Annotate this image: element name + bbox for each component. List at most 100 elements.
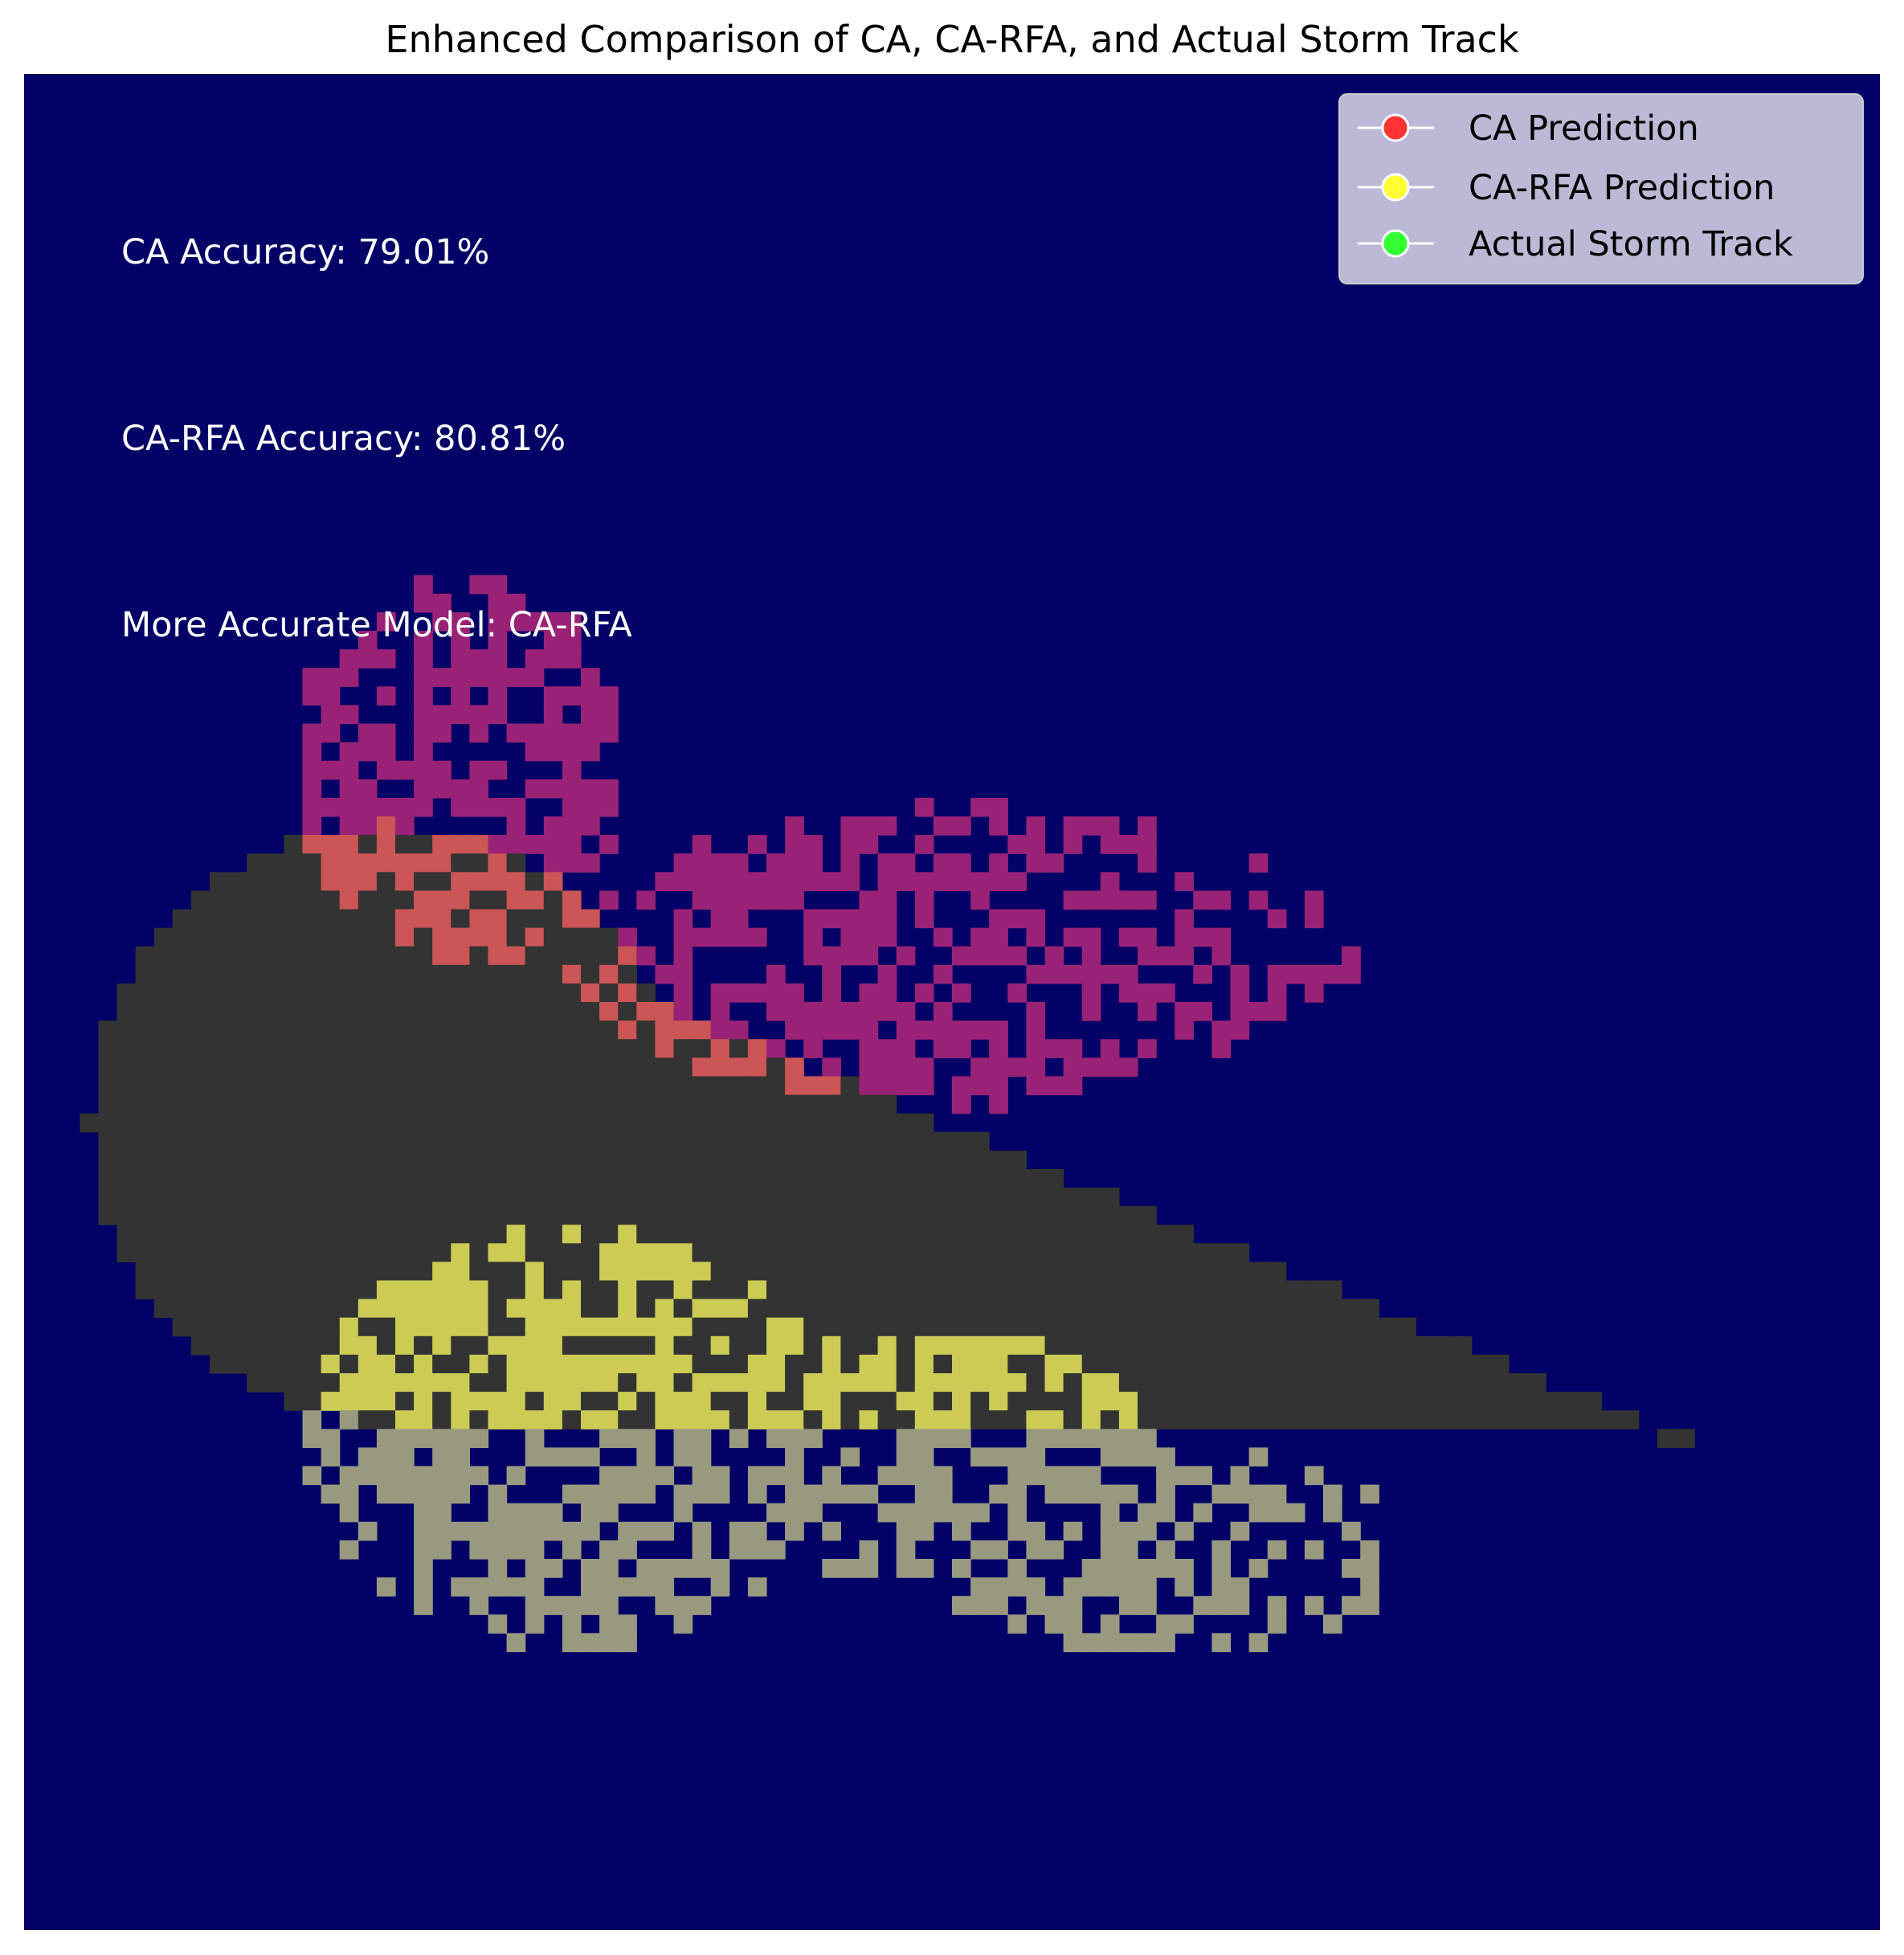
cell-ca-rfa	[395, 1335, 415, 1356]
cell-ca	[1100, 872, 1120, 891]
cell-ca	[414, 631, 433, 650]
cell-ca-rfa	[673, 1243, 693, 1262]
cell-actual	[1546, 1392, 1565, 1411]
cell-ca-rfa	[451, 1410, 470, 1429]
cell-actual	[210, 1225, 229, 1244]
cell-actual	[840, 1188, 860, 1207]
cell-ca	[376, 797, 396, 817]
cell-ca	[339, 853, 359, 873]
cell-actual	[210, 946, 229, 966]
cell-ca	[1026, 1020, 1046, 1040]
cell-ca-rfa	[376, 1373, 396, 1393]
cell-ca	[358, 853, 378, 873]
cell-ca-rfa	[451, 1447, 470, 1467]
cell-actual	[190, 1039, 210, 1058]
cell-ca	[970, 1020, 990, 1040]
cell-actual	[469, 1243, 489, 1262]
cell-ca	[321, 723, 341, 743]
cell-actual	[190, 927, 210, 947]
cell-ca-rfa	[543, 1521, 563, 1541]
cell-actual	[302, 1392, 322, 1411]
cell-actual	[1285, 1335, 1305, 1356]
cell-ca-rfa	[506, 1225, 526, 1244]
cell-actual	[1026, 1225, 1046, 1244]
cell-actual	[1360, 1335, 1379, 1356]
cell-actual	[1044, 1317, 1064, 1337]
cell-actual	[747, 1262, 767, 1282]
cell-actual	[358, 1188, 378, 1207]
cell-actual	[710, 1317, 730, 1337]
cell-ca-rfa	[395, 1317, 415, 1337]
cell-ca-rfa	[729, 1299, 749, 1319]
cell-ca	[896, 1039, 916, 1058]
cell-ca	[1081, 1057, 1101, 1077]
cell-ca-rfa	[562, 1484, 582, 1504]
cell-actual	[710, 1150, 730, 1170]
cell-ca-rfa	[1100, 1559, 1120, 1578]
cell-ca-rfa	[1211, 1596, 1232, 1615]
cell-ca	[395, 760, 415, 780]
cell-ca	[432, 723, 451, 743]
cell-ca-rfa	[525, 1577, 545, 1597]
cell-ca	[859, 946, 879, 966]
cell-actual	[339, 983, 359, 1003]
cell-actual	[339, 1243, 359, 1262]
cell-ca	[432, 705, 451, 725]
cell-ca-rfa	[1342, 1559, 1361, 1578]
cell-actual	[1267, 1262, 1287, 1282]
cell-actual	[1657, 1429, 1677, 1448]
cell-actual	[1175, 1335, 1194, 1356]
cell-ca	[1193, 927, 1212, 947]
cell-actual	[1007, 1168, 1027, 1188]
cell-actual	[766, 1131, 786, 1151]
cell-actual	[1138, 1392, 1157, 1411]
cell-ca	[1044, 1039, 1064, 1058]
cell-actual	[395, 1262, 415, 1282]
cell-actual	[228, 1020, 247, 1040]
cell-ca-rfa	[877, 1503, 897, 1523]
cell-actual	[172, 1262, 192, 1282]
cell-actual	[414, 835, 433, 854]
cell-ca-rfa	[506, 1373, 526, 1393]
cell-actual	[1434, 1373, 1454, 1393]
cell-actual	[673, 1299, 693, 1319]
cell-actual	[376, 1317, 396, 1337]
cell-ca-rfa	[710, 1577, 730, 1597]
cell-actual	[302, 1076, 322, 1096]
cell-actual	[525, 983, 545, 1003]
cell-actual	[1100, 1317, 1120, 1337]
cell-ca	[581, 909, 600, 929]
cell-actual	[321, 1131, 341, 1151]
cell-actual	[1100, 1225, 1120, 1244]
cell-actual	[710, 1280, 730, 1300]
cell-ca-rfa	[432, 1262, 451, 1282]
cell-actual	[1211, 1262, 1232, 1282]
cell-actual	[636, 1410, 656, 1429]
cell-actual	[525, 1057, 545, 1077]
cell-actual	[525, 1392, 545, 1411]
cell-ca	[525, 649, 545, 669]
cell-ca-rfa	[989, 1540, 1008, 1560]
cell-ca-rfa	[877, 1354, 897, 1374]
cell-actual	[803, 1262, 823, 1282]
cell-actual	[1026, 1206, 1046, 1225]
cell-actual	[840, 1131, 860, 1151]
cell-ca-rfa	[525, 1373, 545, 1393]
cell-actual	[655, 1094, 675, 1115]
cell-actual	[432, 1131, 451, 1151]
cell-ca	[877, 983, 897, 1003]
cell-actual	[358, 946, 378, 966]
cell-actual	[358, 1002, 378, 1021]
cell-actual	[321, 1188, 341, 1207]
cell-actual	[543, 1057, 563, 1077]
cell-actual	[673, 1188, 693, 1207]
cell-actual	[785, 1094, 804, 1115]
cell-actual	[729, 1392, 749, 1411]
cell-ca-rfa	[970, 1596, 990, 1615]
cell-ca-rfa	[1248, 1484, 1269, 1504]
cell-ca-rfa	[599, 1540, 619, 1560]
cell-ca	[469, 779, 489, 799]
cell-actual	[172, 1206, 192, 1225]
cell-ca-rfa	[525, 1354, 545, 1374]
cell-actual	[414, 1206, 433, 1225]
